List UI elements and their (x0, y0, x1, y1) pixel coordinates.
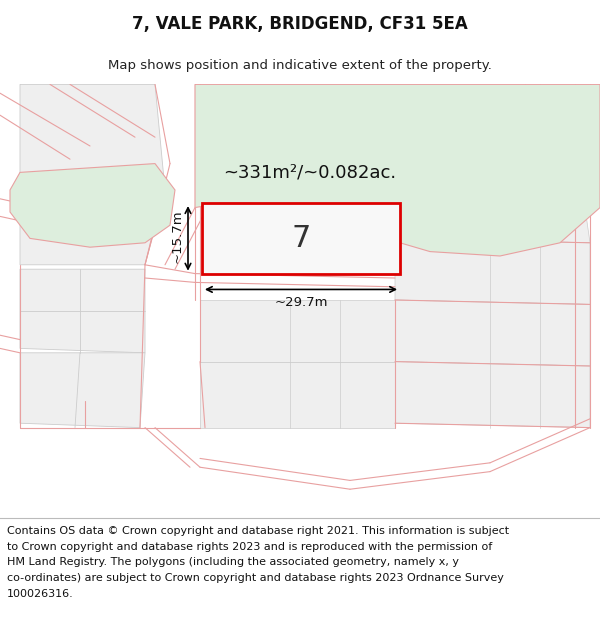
Polygon shape (395, 300, 590, 366)
Text: to Crown copyright and database rights 2023 and is reproduced with the permissio: to Crown copyright and database rights 2… (7, 542, 492, 552)
Polygon shape (395, 168, 590, 242)
Polygon shape (200, 300, 395, 362)
Text: Contains OS data © Crown copyright and database right 2021. This information is : Contains OS data © Crown copyright and d… (7, 526, 509, 536)
Text: 7: 7 (292, 224, 311, 253)
Text: 100026316.: 100026316. (7, 589, 74, 599)
Polygon shape (20, 269, 145, 352)
Polygon shape (395, 362, 590, 428)
Text: ~331m²/~0.082ac.: ~331m²/~0.082ac. (223, 163, 397, 181)
Polygon shape (10, 164, 175, 248)
Polygon shape (395, 238, 590, 304)
Text: HM Land Registry. The polygons (including the associated geometry, namely x, y: HM Land Registry. The polygons (includin… (7, 558, 459, 568)
Polygon shape (20, 352, 145, 428)
Polygon shape (202, 203, 400, 274)
Polygon shape (290, 225, 395, 252)
Text: Map shows position and indicative extent of the property.: Map shows position and indicative extent… (108, 59, 492, 72)
Text: ~29.7m: ~29.7m (274, 296, 328, 309)
Text: ~15.7m: ~15.7m (171, 210, 184, 264)
Text: co-ordinates) are subject to Crown copyright and database rights 2023 Ordnance S: co-ordinates) are subject to Crown copyr… (7, 573, 504, 583)
Polygon shape (200, 362, 395, 428)
Text: 7, VALE PARK, BRIDGEND, CF31 5EA: 7, VALE PARK, BRIDGEND, CF31 5EA (132, 14, 468, 32)
Polygon shape (20, 84, 165, 265)
Polygon shape (195, 84, 600, 256)
